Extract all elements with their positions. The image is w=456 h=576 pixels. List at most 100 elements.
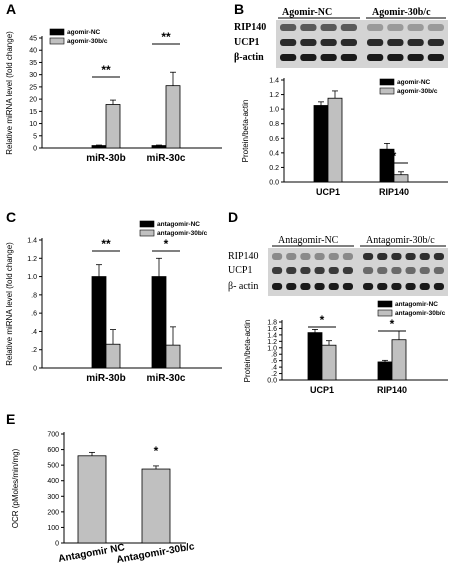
y-tick-label: 0.8 [269,121,279,128]
y-tick-label: 45 [29,36,37,43]
legend-swatch [139,229,155,237]
category-label: Antagomir-30b/c [116,541,196,566]
blot-band [387,24,404,31]
legend-label: agomir-NC [67,29,101,36]
y-tick-label: .8 [31,292,37,299]
y-tick-label: 0.4 [269,150,279,157]
y-tick-label: .8 [271,352,277,359]
legend-swatch [139,220,155,228]
significance-marker: * [390,317,395,331]
blot-band [342,253,353,260]
blot-band [320,39,337,46]
y-tick-label: 15 [29,109,37,116]
y-tick-label: 1.0 [27,274,37,281]
y-tick-label: 1.4 [267,332,277,339]
y-tick-label: 25 [29,84,37,91]
blot-band [300,267,311,274]
category-label: miR-30b [86,153,125,164]
blot-band [300,283,311,290]
blot-band [419,253,430,260]
category-label: Antagomir NC [58,542,126,565]
legend-swatch [379,78,395,86]
blot-band [286,253,297,260]
y-tick-label: .6 [271,358,277,365]
blot-band [427,54,444,61]
y-tick-label: 1.2 [267,339,277,346]
blot-b-row-ucp1: UCP1 [234,37,260,48]
y-tick-label: 0 [33,146,37,153]
category-label: miR-30b [86,373,125,384]
significance-marker: * [392,149,397,163]
chart-b: 0.0 0.2 0.4 0.6 0.8 1.0 1.2 1.4 Protein/beta-act… [241,78,448,197]
legend-label: antagomir-30b/c [157,230,208,237]
y-tick-label: 1.0 [267,345,277,352]
western-blot-d: Antagomir-NC Antagomir-30b/c RIP140 UCP1… [228,235,448,296]
blot-band [407,54,424,61]
blot-band [286,283,297,290]
blot-band [286,267,297,274]
legend-label: antagomir-NC [157,221,200,228]
y-tick-label: 1.2 [27,256,37,263]
bar [77,455,107,544]
y-tick-label: 1.2 [269,92,279,99]
y-tick-label: 0.0 [267,378,277,385]
blot-band [391,267,402,274]
legend-swatch [377,309,393,317]
blot-band [320,24,337,31]
blot-d-group-nc: Antagomir-NC [278,235,339,246]
y-tick-label: 600 [47,447,59,454]
blot-band [272,267,283,274]
significance-marker: * [164,237,169,251]
panel-label-b: B [234,1,244,17]
blot-band [340,54,357,61]
blot-band [300,24,317,31]
blot-band [342,267,353,274]
blot-band [377,267,388,274]
category-label: RIP140 [379,187,409,197]
panel-label-d: D [228,209,238,225]
blot-band [407,24,424,31]
category-label: miR-30c [147,153,186,164]
legend-swatch [379,87,395,95]
y-tick-label: .4 [31,329,37,336]
y-tick-label: .6 [31,311,37,318]
category-label: RIP140 [377,385,407,395]
significance-marker: * [154,444,159,458]
y-tick-label: 200 [47,509,59,516]
blot-band [433,267,444,274]
western-blot-b: Agomir-NC Agomir-30b/c RIP140 UCP1 β-act… [234,7,448,68]
blot-band [405,253,416,260]
bar [151,276,167,369]
blot-band [272,253,283,260]
bar [393,174,409,183]
blot-band [405,267,416,274]
bar [165,85,181,149]
blot-d-group-30bc: Antagomir-30b/c [366,235,435,246]
y-tick-label: .4 [271,365,277,372]
y-tick-label: 30 [29,72,37,79]
y-tick-label: 10 [29,121,37,128]
panel-label-c: C [6,209,16,225]
blot-band [405,283,416,290]
bar [151,145,167,149]
blot-band [314,283,325,290]
category-label: UCP1 [310,385,334,395]
bar [307,332,323,381]
blot-band [391,253,402,260]
y-tick-label: 5 [33,133,37,140]
y-axis-label: Relative miRNA level (fold change) [5,242,14,366]
y-tick-label: 0 [55,541,59,548]
bar [91,276,107,369]
y-tick-label: 0.0 [269,180,279,187]
blot-b-group-nc: Agomir-NC [282,7,332,18]
blot-band [419,283,430,290]
significance-marker: * [320,313,325,327]
blot-band [328,267,339,274]
y-tick-label: 500 [47,463,59,470]
blot-band [280,54,297,61]
blot-band [367,39,384,46]
y-tick-label: 0 [33,366,37,373]
y-tick-label: 40 [29,48,37,55]
significance-marker: ** [101,63,111,77]
